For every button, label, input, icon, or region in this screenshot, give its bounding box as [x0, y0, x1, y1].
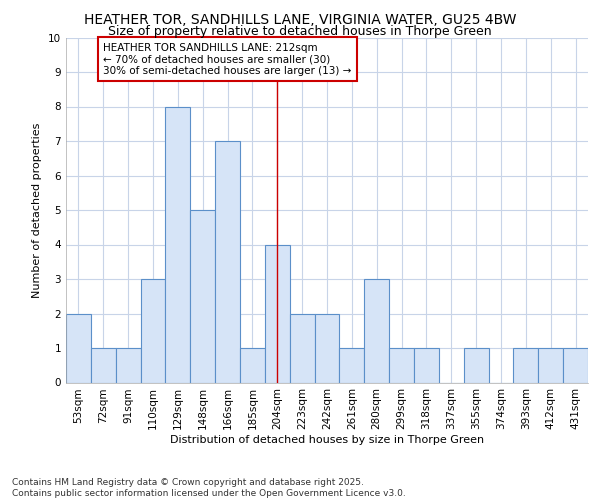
- Bar: [514, 348, 538, 382]
- Bar: [464, 348, 488, 382]
- Text: Contains HM Land Registry data © Crown copyright and database right 2025.
Contai: Contains HM Land Registry data © Crown c…: [12, 478, 406, 498]
- Text: HEATHER TOR, SANDHILLS LANE, VIRGINIA WATER, GU25 4BW: HEATHER TOR, SANDHILLS LANE, VIRGINIA WA…: [84, 12, 516, 26]
- Bar: [166, 106, 190, 382]
- Bar: [364, 279, 389, 382]
- Bar: [563, 348, 588, 382]
- Bar: [414, 348, 439, 382]
- Y-axis label: Number of detached properties: Number of detached properties: [32, 122, 43, 298]
- Bar: [389, 348, 414, 382]
- Bar: [538, 348, 563, 382]
- Bar: [116, 348, 140, 382]
- Bar: [215, 141, 240, 382]
- Bar: [314, 314, 340, 382]
- Bar: [140, 279, 166, 382]
- Bar: [265, 244, 290, 382]
- Text: Size of property relative to detached houses in Thorpe Green: Size of property relative to detached ho…: [108, 25, 492, 38]
- Bar: [240, 348, 265, 382]
- Bar: [290, 314, 314, 382]
- X-axis label: Distribution of detached houses by size in Thorpe Green: Distribution of detached houses by size …: [170, 435, 484, 445]
- Bar: [91, 348, 116, 382]
- Bar: [190, 210, 215, 382]
- Bar: [340, 348, 364, 382]
- Text: HEATHER TOR SANDHILLS LANE: 212sqm
← 70% of detached houses are smaller (30)
30%: HEATHER TOR SANDHILLS LANE: 212sqm ← 70%…: [103, 42, 352, 76]
- Bar: [66, 314, 91, 382]
